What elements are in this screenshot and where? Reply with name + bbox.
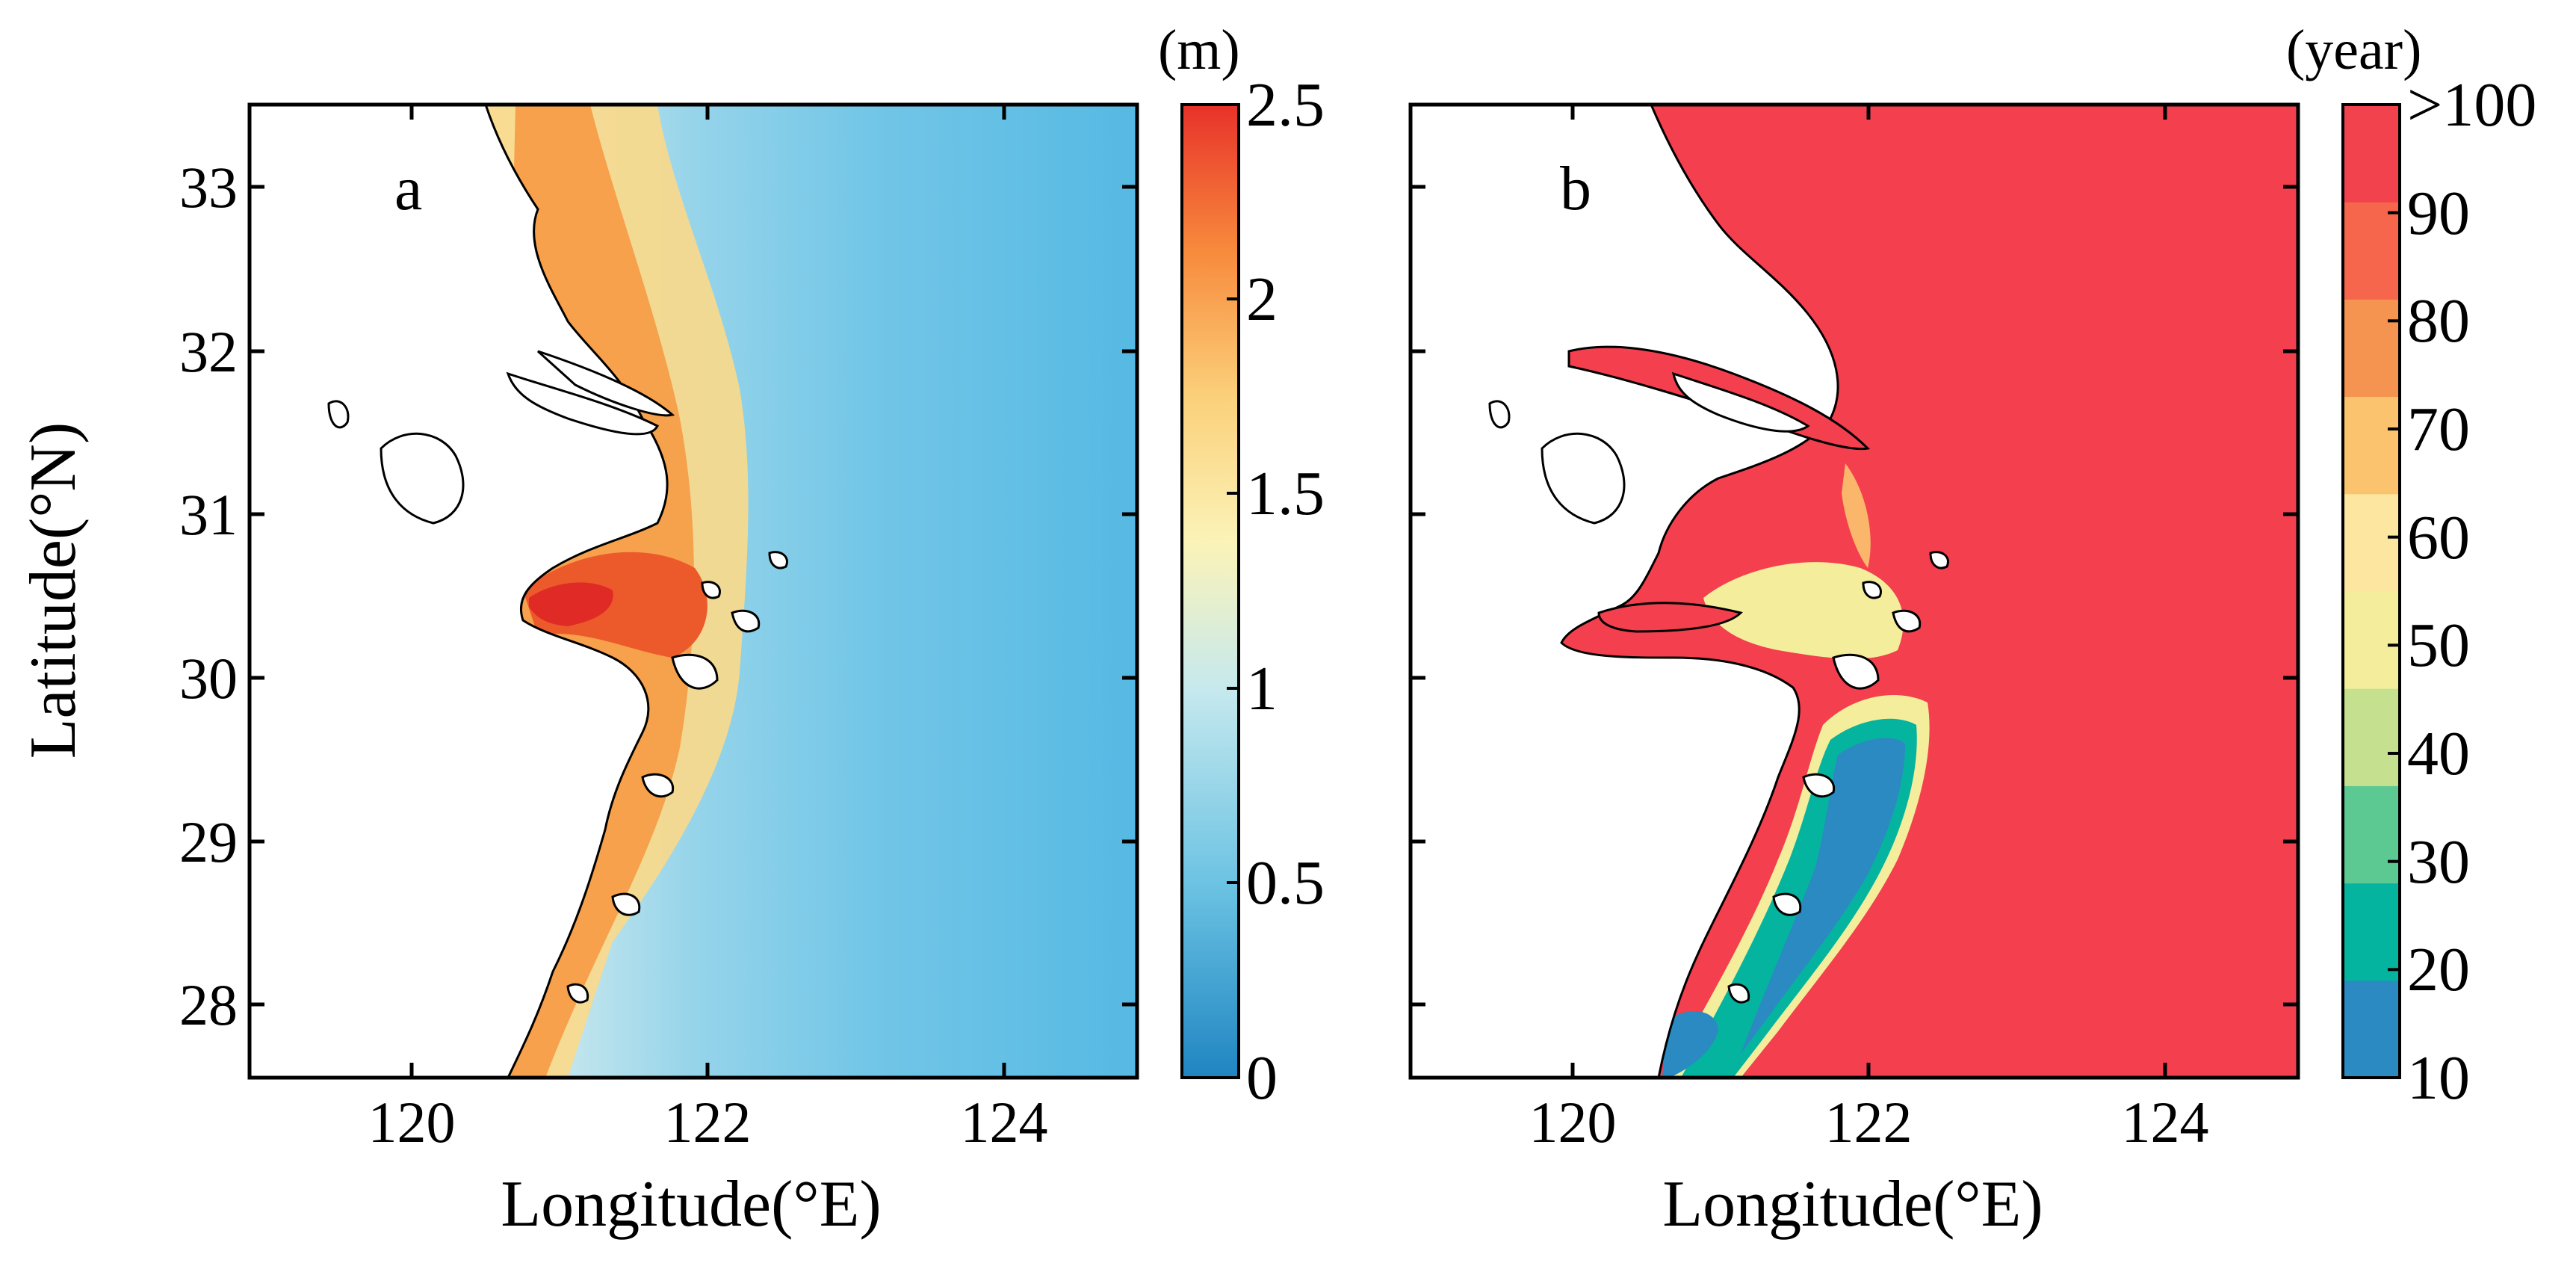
panel-b-lake — [1488, 400, 1511, 429]
panel-b-colorbar-labels: >100 90 80 70 60 50 40 30 20 10 — [2407, 70, 2536, 1113]
panel-a-colorbar-labels: 2.5 2 1.5 1 0.5 0 — [1246, 70, 1325, 1113]
panel-b-x-tick-labels: 120 122 124 — [1529, 1090, 2209, 1155]
colorbar-label: 30 — [2407, 827, 2470, 897]
x-tick-label: 120 — [368, 1090, 456, 1155]
panel-b-channel — [1597, 602, 1743, 633]
x-tick-label: 124 — [961, 1090, 1048, 1155]
y-tick-label: 31 — [179, 482, 238, 547]
y-tick-label: 33 — [179, 155, 238, 220]
colorbar-label: 0.5 — [1246, 848, 1325, 918]
x-tick-label: 122 — [664, 1090, 752, 1155]
panel-b-colorbar-frame — [2341, 103, 2401, 1079]
panel-a-land — [250, 105, 669, 1078]
panel-a-map — [250, 105, 1137, 1078]
colorbar-segment — [2343, 980, 2400, 1078]
colorbar-segment — [2343, 105, 2400, 203]
y-tick-label: 30 — [179, 646, 238, 711]
y-tick-label: 29 — [179, 809, 238, 874]
panel-b-ticks — [1411, 105, 2298, 1078]
colorbar-label: 80 — [2407, 286, 2470, 356]
panel-b-x-axis-title: Longitude(°E) — [1662, 1168, 2043, 1241]
y-tick-labels: 33 32 31 30 29 28 — [179, 155, 238, 1037]
panel-a-estuary-hot — [523, 552, 708, 658]
panel-b-lake — [1541, 432, 1626, 525]
colorbar-segment — [2343, 396, 2400, 495]
colorbar-label: 50 — [2407, 611, 2470, 680]
colorbar-label: 40 — [2407, 719, 2470, 788]
colorbar-segment — [2343, 591, 2400, 689]
colorbar-segment — [2343, 785, 2400, 884]
y-axis-title: Latitude(°N) — [17, 422, 90, 759]
colorbar-label: 1 — [1246, 654, 1278, 723]
panel-b-estuary-band-edge — [1842, 463, 1871, 568]
colorbar-label: 20 — [2407, 935, 2470, 1004]
panel-b-lagoon-low — [1662, 1010, 1718, 1078]
y-tick-label: 32 — [179, 319, 238, 384]
panel-b-map — [1411, 105, 2298, 1078]
panel-a-lake — [380, 432, 465, 525]
panel-a-island — [536, 350, 675, 417]
panel-b-letter: b — [1560, 154, 1591, 223]
colorbar-segment — [2343, 202, 2400, 300]
colorbar-label: 2 — [1246, 265, 1278, 334]
panel-b-island — [1672, 371, 1810, 433]
panel-b-estuary-band — [1703, 562, 1904, 659]
x-tick-label: 124 — [2122, 1090, 2209, 1155]
colorbar-label: 2.5 — [1246, 70, 1325, 140]
colorbar-segment — [2343, 883, 2400, 981]
panel-a-letter: a — [394, 154, 422, 223]
y-tick-label: 28 — [179, 972, 238, 1037]
colorbar-label: 90 — [2407, 179, 2470, 248]
panel-b-islands-group — [1727, 551, 1949, 1004]
panel-a-estuary-core — [529, 582, 613, 626]
panel-a-colorbar-ticks — [1227, 103, 1239, 1079]
colorbar-label: >100 — [2407, 70, 2536, 140]
panel-b-colorbar — [2343, 103, 2400, 1079]
colorbar-segment — [2343, 493, 2400, 592]
colorbar-label: 60 — [2407, 503, 2470, 572]
panel-a-island — [506, 371, 660, 436]
panel-b-frame — [1408, 102, 2300, 1080]
colorbar-label: 70 — [2407, 395, 2470, 464]
x-tick-label: 122 — [1825, 1090, 1913, 1155]
panel-a-ticks — [250, 105, 1137, 1078]
colorbar-segment — [2343, 299, 2400, 398]
panel-a-colorbar — [1180, 103, 1240, 1079]
colorbar-label: 10 — [2407, 1043, 2470, 1113]
colorbar-segment — [2343, 688, 2400, 786]
panel-b-colorbar-unit: (year) — [2286, 19, 2421, 81]
colorbar-label: 1.5 — [1246, 459, 1325, 528]
panel-a-lake — [327, 400, 350, 429]
panel-a-islands-group — [566, 551, 788, 1004]
colorbar-label: 0 — [1246, 1043, 1278, 1113]
panel-b-low-zone-core — [1741, 738, 1905, 1054]
panel-a-x-axis-title: Longitude(°E) — [501, 1168, 881, 1241]
panel-a-frame — [247, 102, 1139, 1080]
panel-a-x-tick-labels: 120 122 124 — [368, 1090, 1048, 1155]
panel-a-colorbar-unit: (m) — [1158, 19, 1240, 81]
x-tick-label: 120 — [1529, 1090, 1617, 1155]
